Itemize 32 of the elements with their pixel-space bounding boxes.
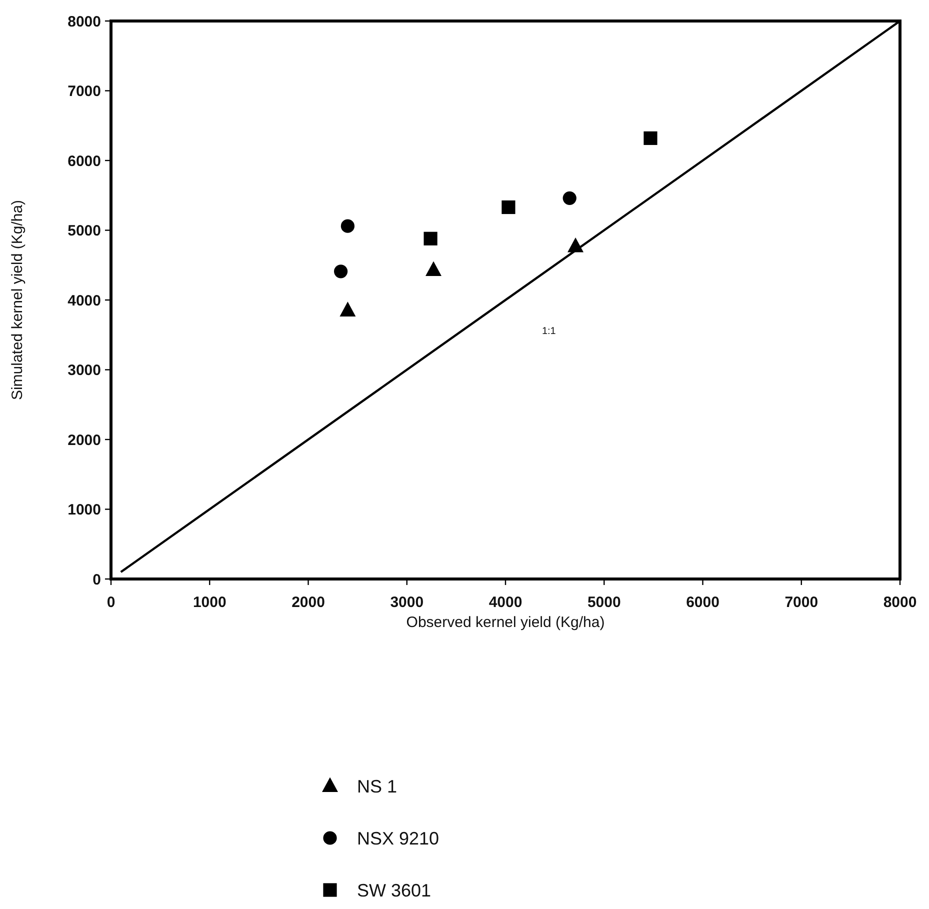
legend-label: NSX 9210: [357, 828, 440, 848]
point: [562, 191, 576, 205]
point: [340, 302, 356, 316]
legend-label: SW 3601: [357, 880, 432, 900]
y-tick-label: 5000: [68, 222, 101, 240]
y-tick-label: 4000: [68, 292, 101, 310]
x-tick-label: 8000: [883, 594, 917, 611]
y-tick-label: 1000: [68, 502, 101, 518]
x-tick-label: 6000: [686, 594, 720, 611]
point: [334, 264, 348, 278]
x-tick-label: 7000: [784, 594, 818, 611]
annotation: 1:1: [542, 326, 556, 338]
x-axis-title: Observed kernel yield (Kg/ha): [406, 614, 605, 631]
y-tick-label: 2000: [68, 432, 101, 449]
point: [424, 232, 438, 246]
y-tick-label: 0: [92, 571, 101, 588]
x-tick-label: 4000: [488, 594, 522, 611]
x-tick-label: 1000: [192, 594, 226, 611]
x-tick-label: 0: [106, 594, 116, 611]
x-tick-label: 5000: [587, 594, 621, 611]
legend-label: NS 1: [357, 776, 398, 796]
y-tick-label: 6000: [68, 152, 101, 170]
point: [502, 200, 516, 214]
point: [340, 219, 354, 233]
point: [644, 131, 658, 145]
y-tick-label: 7000: [68, 83, 101, 100]
y-tick-label: 8000: [68, 13, 101, 30]
y-tick-label: 3000: [68, 362, 101, 379]
y-axis-title: Simulated kernel yield (Kg/ha): [9, 200, 26, 400]
x-tick-label: 3000: [390, 594, 424, 611]
x-tick-label: 2000: [292, 594, 325, 611]
point: [426, 261, 442, 276]
